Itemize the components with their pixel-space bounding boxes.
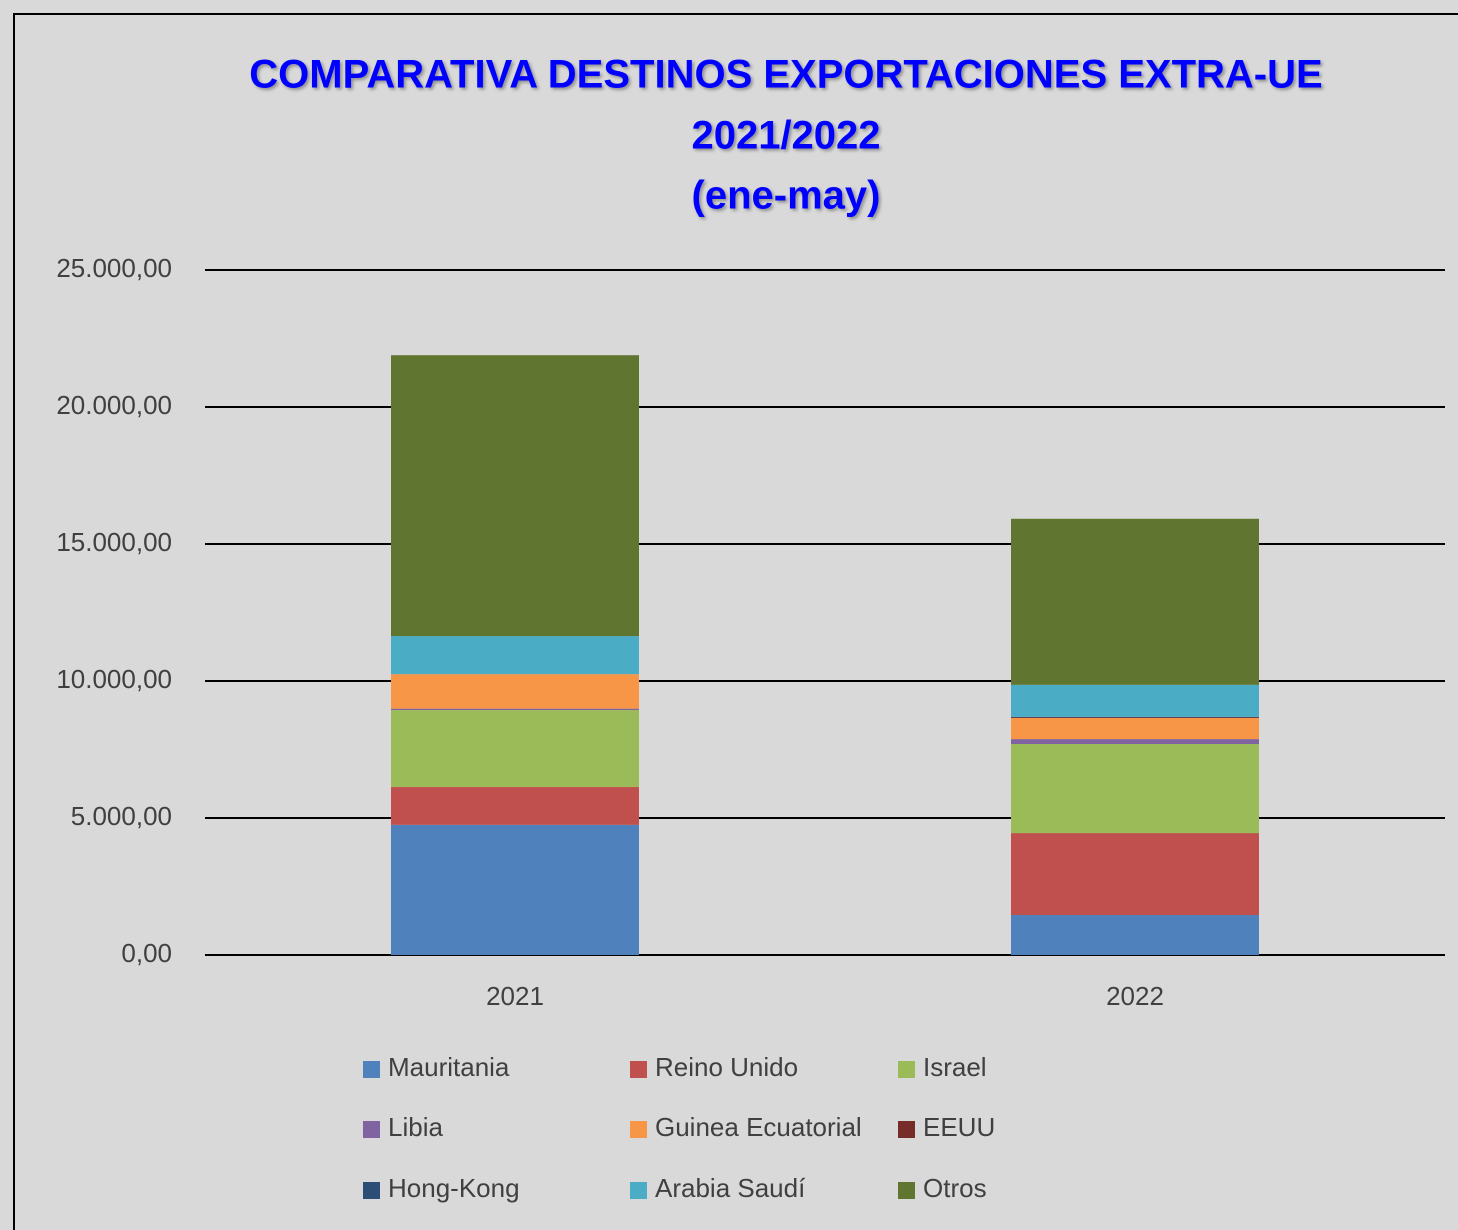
- y-tick-label: 10.000,00: [56, 664, 172, 694]
- chart-title: 2021/2022: [691, 114, 880, 158]
- bar-segment: [391, 824, 639, 955]
- y-tick-label: 0,00: [121, 938, 172, 968]
- x-tick-label: 2021: [486, 981, 544, 1011]
- legend-label: Reino Unido: [655, 1052, 798, 1082]
- bar-segment: [1011, 716, 1259, 718]
- y-tick-label: 20.000,00: [56, 390, 172, 420]
- bar-segment: [1011, 744, 1259, 834]
- y-tick-label: 5.000,00: [71, 801, 172, 831]
- bar-segment: [391, 710, 639, 788]
- legend-swatch: [363, 1121, 380, 1138]
- legend-label: EEUU: [923, 1112, 995, 1142]
- bar-segment: [391, 674, 639, 709]
- bar-segment: [391, 355, 639, 637]
- legend-label: Arabia Saudí: [655, 1173, 806, 1203]
- legend-swatch: [363, 1061, 380, 1078]
- bar-segment: [1011, 717, 1259, 740]
- chart-title: (ene-may): [692, 174, 881, 218]
- bar-segment: [391, 636, 639, 675]
- bar-segment: [391, 708, 639, 711]
- legend-swatch: [630, 1182, 647, 1199]
- legend-swatch: [630, 1061, 647, 1078]
- bar-segment: [1011, 833, 1259, 915]
- y-tick-label: 25.000,00: [56, 253, 172, 283]
- bar-segment: [1011, 518, 1259, 685]
- legend-label: Mauritania: [388, 1052, 510, 1082]
- y-tick-label: 15.000,00: [56, 527, 172, 557]
- legend-swatch: [898, 1121, 915, 1138]
- legend-label: Israel: [923, 1052, 987, 1082]
- legend-swatch: [630, 1121, 647, 1138]
- legend-swatch: [898, 1182, 915, 1199]
- x-tick-label: 2022: [1106, 981, 1164, 1011]
- legend-swatch: [898, 1061, 915, 1078]
- bar-segment: [1011, 914, 1259, 955]
- legend-label: Otros: [923, 1173, 987, 1203]
- bar-segment: [1011, 684, 1259, 717]
- bar-segment: [1011, 739, 1259, 745]
- bar-segment: [1011, 717, 1259, 718]
- legend-swatch: [363, 1182, 380, 1199]
- legend-label: Guinea Ecuatorial: [655, 1112, 862, 1142]
- legend-label: Libia: [388, 1112, 443, 1142]
- chart-title: COMPARATIVA DESTINOS EXPORTACIONES EXTRA…: [249, 53, 1322, 97]
- legend-label: Hong-Kong: [388, 1173, 520, 1203]
- bar-segment: [391, 787, 639, 825]
